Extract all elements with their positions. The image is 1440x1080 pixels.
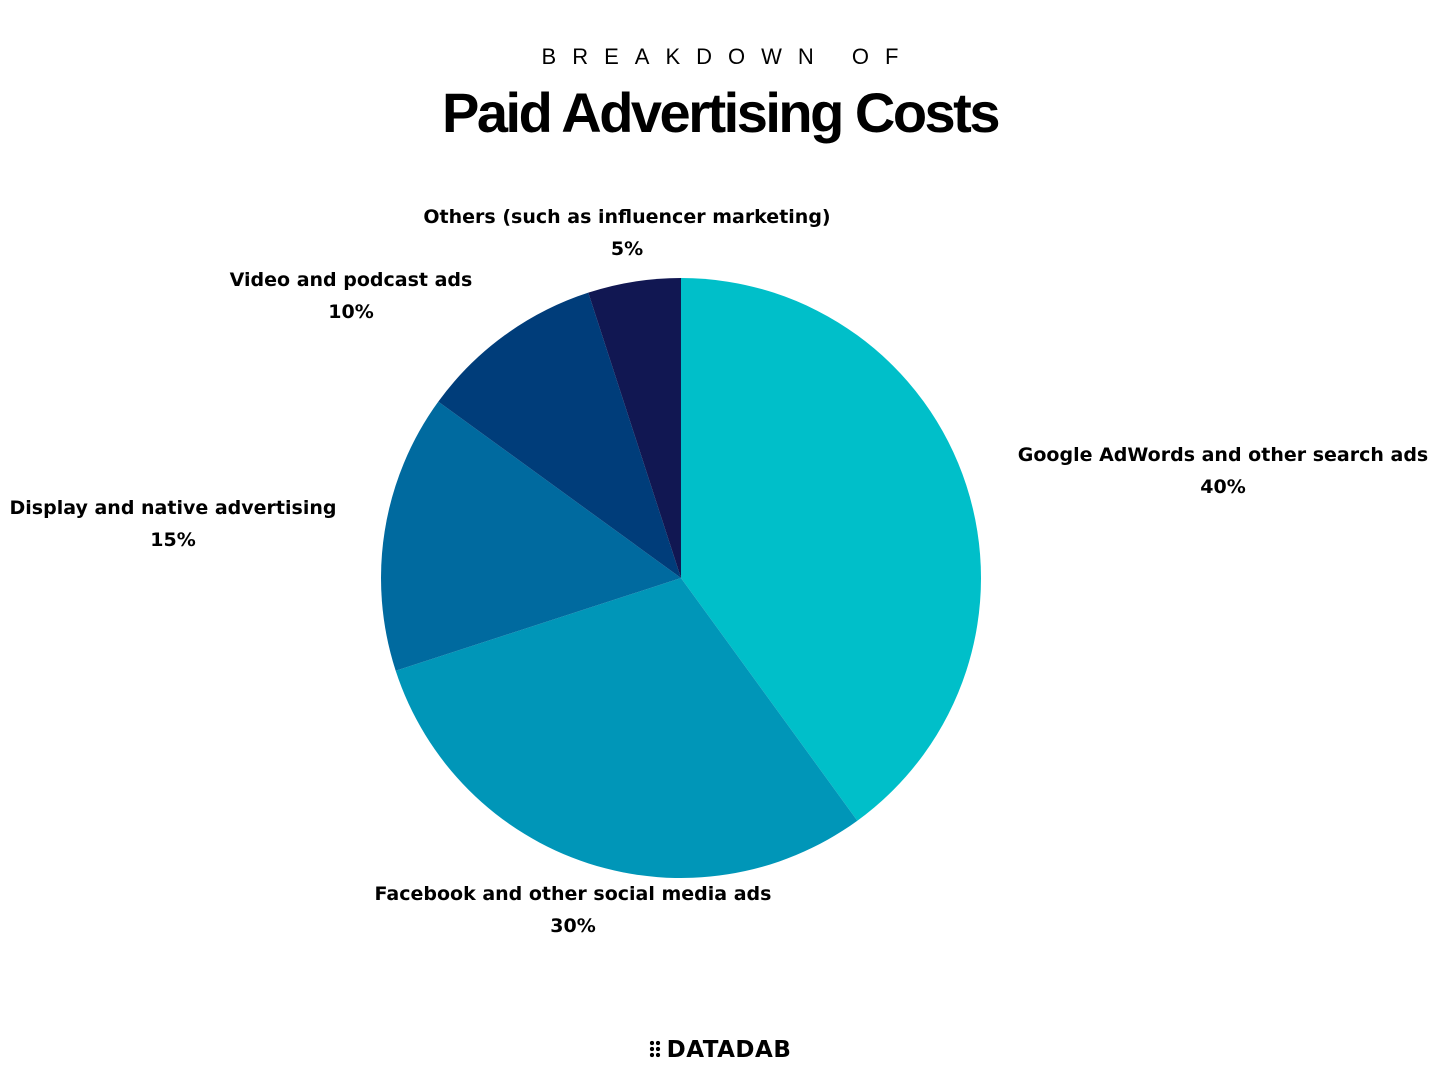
slice-label-display-value: 15% — [150, 529, 196, 551]
slice-label-google: Google AdWords and other search ads 40% — [1018, 439, 1428, 503]
brand-dots-icon — [648, 1040, 661, 1058]
slice-label-display: Display and native advertising 15% — [10, 492, 337, 556]
slice-label-video: Video and podcast ads 10% — [230, 264, 473, 328]
pie-slice-google — [681, 278, 981, 821]
pie-slice-video — [438, 292, 681, 578]
brand-name: DATADAB — [666, 1037, 792, 1063]
slice-label-facebook-name: Facebook and other social media ads — [374, 883, 772, 905]
pie-slice-facebook — [395, 578, 858, 878]
brand-logo: DATADAB — [0, 1037, 1440, 1063]
pie-slice-others — [588, 278, 681, 578]
slice-label-facebook: Facebook and other social media ads 30% — [375, 878, 772, 942]
slice-label-others-value: 5% — [610, 238, 644, 260]
slice-label-video-name: Video and podcast ads — [229, 269, 473, 291]
slice-label-others: Others (such as influencer marketing) 5% — [423, 201, 830, 265]
slice-label-display-name: Display and native advertising — [9, 497, 337, 519]
pie-slice-display — [380, 401, 681, 671]
slice-label-others-name: Others (such as influencer marketing) — [423, 206, 831, 228]
chart-supertitle: BREAKDOWN OF — [541, 44, 915, 69]
chart-title: Paid Advertising Costs — [442, 81, 1000, 144]
slice-label-facebook-value: 30% — [550, 915, 596, 937]
slice-label-google-name: Google AdWords and other search ads — [1017, 444, 1429, 466]
slice-label-video-value: 10% — [328, 301, 374, 323]
slice-label-google-value: 40% — [1200, 476, 1246, 498]
